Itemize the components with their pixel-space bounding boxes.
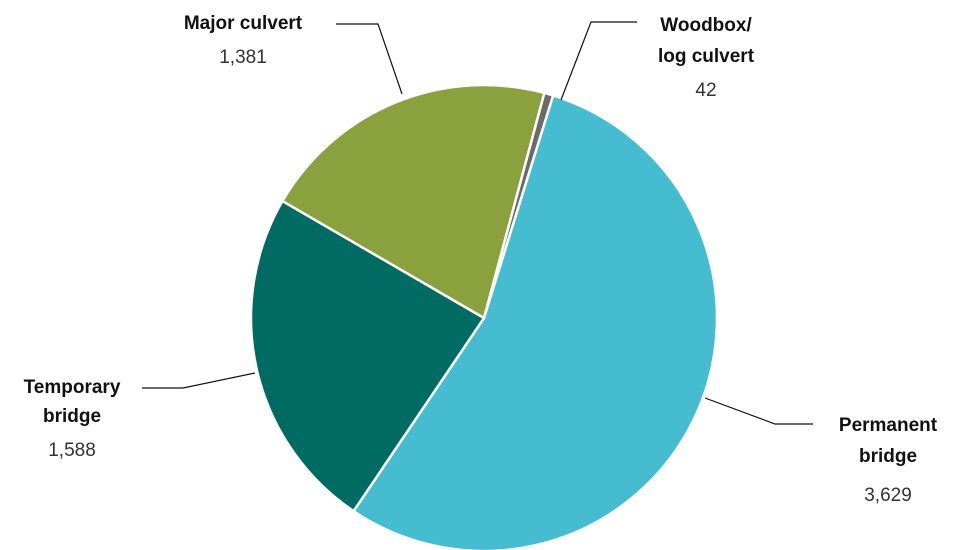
label-permanent-value: 3,629 [864,485,912,506]
label-woodbox-name-line2: log culvert [658,46,755,67]
pie-slice-temporary [249,199,486,513]
leader-line-major-culvert [336,23,403,95]
label-temporary-name: Temporary [24,377,121,398]
label-woodbox-name: Woodbox/ [660,15,752,36]
leader-line-temporary [142,372,256,389]
label-major-culvert-name: Major culvert [184,13,303,34]
pie-slice-major-culvert [280,83,546,320]
label-permanent-name: Permanent [839,415,938,436]
label-permanent-name-line2: bridge [859,446,917,467]
pie-slices [249,83,719,550]
leader-line-permanent [704,397,813,425]
leader-line-woodbox [560,21,637,101]
label-temporary-name-line2: bridge [43,406,101,427]
leader-lines [142,21,813,425]
label-temporary-value: 1,588 [48,440,96,461]
label-major-culvert-value: 1,381 [219,47,267,68]
slice-labels: Woodbox/ log culvert 42 Permanent bridge… [24,13,938,506]
label-woodbox-value: 42 [695,80,716,101]
